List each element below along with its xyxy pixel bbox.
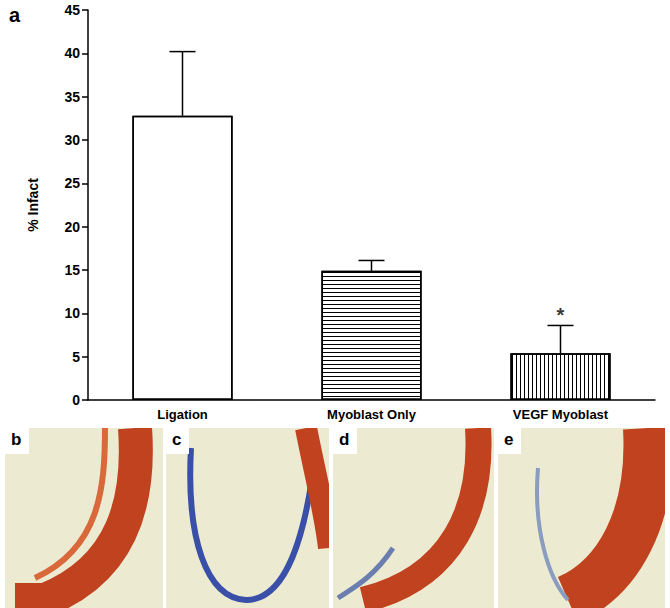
svg-text:15: 15 <box>64 262 80 278</box>
svg-text:Myoblast Only: Myoblast Only <box>327 407 417 422</box>
svg-text:% Infact: % Infact <box>25 178 41 232</box>
svg-text:30: 30 <box>64 132 80 148</box>
svg-text:45: 45 <box>64 2 80 18</box>
html-text:b: b <box>11 430 22 449</box>
svg-text:5: 5 <box>72 349 80 365</box>
svg-text:0: 0 <box>72 392 80 408</box>
svg-text:10: 10 <box>64 305 80 321</box>
html-text:d: d <box>339 430 350 449</box>
svg-text:Ligation: Ligation <box>157 407 208 422</box>
html-text:e: e <box>504 430 514 449</box>
html-text:c: c <box>172 430 182 449</box>
svg-text:VEGF Myoblast: VEGF Myoblast <box>513 407 609 422</box>
svg-text:40: 40 <box>64 45 80 61</box>
svg-text:35: 35 <box>64 89 80 105</box>
svg-text:20: 20 <box>64 219 80 235</box>
svg-text:*: * <box>557 304 565 326</box>
svg-text:a: a <box>9 4 21 26</box>
svg-text:25: 25 <box>64 175 80 191</box>
